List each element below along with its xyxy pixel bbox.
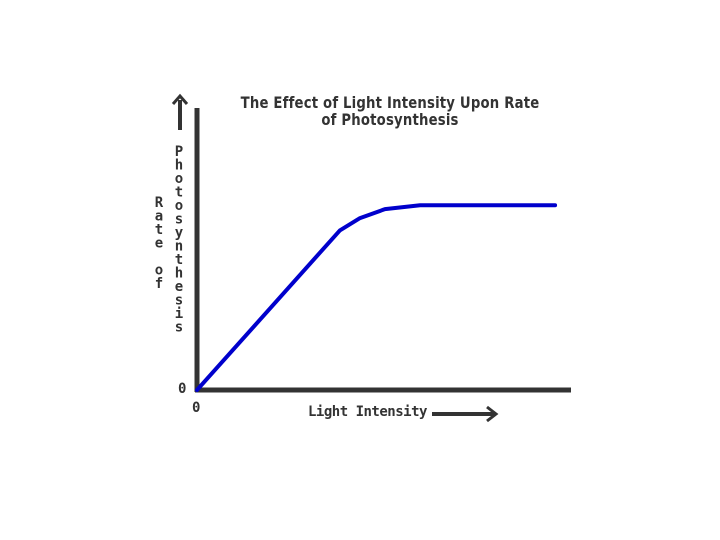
y-axis-arrow-icon [171, 93, 189, 130]
y-axis-label-photosynthesis: Photosynthesis [171, 144, 187, 333]
y-origin-label: 0 [178, 381, 187, 397]
chart-title-line-2: of Photosynthesis [321, 110, 459, 129]
chart-title-line-1: The Effect of Light Intensity Upon Rate [240, 93, 540, 112]
x-origin-label: 0 [192, 400, 201, 416]
series-line-0 [195, 203, 558, 392]
x-axis-arrow-icon [432, 405, 499, 423]
y-axis-label-rate-of: Rate of [151, 195, 167, 290]
x-axis-label: Light Intensity [308, 404, 427, 420]
chart-title: The Effect of Light Intensity Upon Rate … [220, 94, 560, 128]
